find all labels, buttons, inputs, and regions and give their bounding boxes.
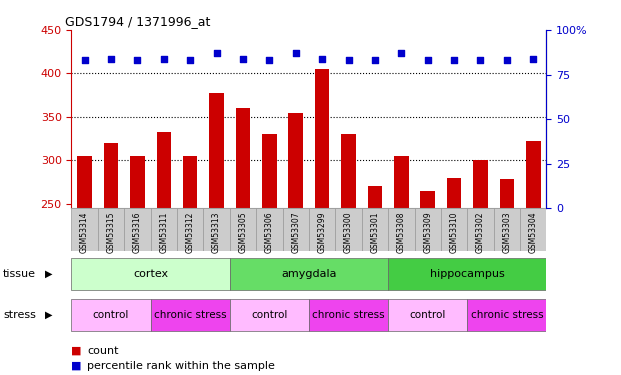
Bar	[71, 208, 98, 251]
Point	[132, 57, 142, 63]
Text: tissue: tissue	[3, 269, 36, 279]
Point	[291, 50, 301, 56]
Bar	[494, 208, 520, 251]
Text: stress: stress	[3, 310, 36, 320]
Bar	[104, 143, 118, 208]
Text: count: count	[87, 346, 119, 355]
Bar	[394, 156, 409, 208]
Text: chronic stress: chronic stress	[471, 310, 543, 320]
Point	[449, 57, 459, 63]
Bar	[526, 141, 540, 208]
Bar	[256, 208, 283, 251]
Bar	[315, 69, 329, 208]
Bar	[236, 108, 250, 208]
Bar	[283, 208, 309, 251]
Text: GSM53314: GSM53314	[80, 211, 89, 253]
Bar	[289, 112, 303, 208]
Text: GSM53315: GSM53315	[107, 211, 116, 253]
Text: GSM53310: GSM53310	[450, 211, 458, 253]
Bar	[388, 258, 546, 290]
Point	[476, 57, 486, 63]
Text: ▶: ▶	[45, 310, 52, 320]
Bar	[447, 178, 461, 208]
Text: GSM53300: GSM53300	[344, 211, 353, 253]
Bar	[183, 156, 197, 208]
Bar	[473, 160, 487, 208]
Text: percentile rank within the sample: percentile rank within the sample	[87, 361, 275, 370]
Bar	[230, 258, 388, 290]
Bar	[230, 299, 309, 331]
Bar	[335, 208, 361, 251]
Text: GDS1794 / 1371996_at: GDS1794 / 1371996_at	[65, 15, 211, 28]
Point	[79, 57, 89, 63]
Text: control: control	[93, 310, 129, 320]
Text: hippocampus: hippocampus	[430, 269, 505, 279]
Bar	[500, 180, 514, 208]
Text: chronic stress: chronic stress	[154, 310, 227, 320]
Bar	[262, 134, 276, 208]
Text: GSM53312: GSM53312	[186, 211, 194, 253]
Bar	[420, 191, 435, 208]
Bar	[468, 299, 546, 331]
Text: control: control	[409, 310, 446, 320]
Bar	[309, 208, 335, 251]
Point	[343, 57, 353, 63]
Point	[396, 50, 406, 56]
Point	[106, 56, 116, 62]
Bar	[388, 299, 468, 331]
Bar	[150, 208, 177, 251]
Text: ■: ■	[71, 346, 82, 355]
Text: GSM53299: GSM53299	[318, 211, 327, 253]
Bar	[388, 208, 415, 251]
Bar	[78, 156, 92, 208]
Point	[370, 57, 380, 63]
Bar	[520, 208, 546, 251]
Point	[265, 57, 274, 63]
Text: GSM53301: GSM53301	[371, 211, 379, 253]
Bar	[130, 156, 145, 208]
Text: ■: ■	[71, 361, 82, 370]
Text: GSM53313: GSM53313	[212, 211, 221, 253]
Bar	[204, 208, 230, 251]
Point	[502, 57, 512, 63]
Text: GSM53304: GSM53304	[529, 211, 538, 253]
Bar	[98, 208, 124, 251]
Bar	[441, 208, 467, 251]
Point	[528, 56, 538, 62]
Point	[238, 56, 248, 62]
Text: GSM53306: GSM53306	[265, 211, 274, 253]
Bar	[209, 93, 224, 208]
Text: control: control	[251, 310, 288, 320]
Text: GSM53302: GSM53302	[476, 211, 485, 253]
Text: cortex: cortex	[133, 269, 168, 279]
Bar	[124, 208, 151, 251]
Point	[317, 56, 327, 62]
Bar	[71, 299, 151, 331]
Text: GSM53307: GSM53307	[291, 211, 300, 253]
Text: ▶: ▶	[45, 269, 52, 279]
Bar	[361, 208, 388, 251]
Bar	[177, 208, 204, 251]
Text: GSM53308: GSM53308	[397, 211, 406, 253]
Text: chronic stress: chronic stress	[312, 310, 385, 320]
Bar	[71, 258, 230, 290]
Bar	[415, 208, 441, 251]
Text: GSM53305: GSM53305	[238, 211, 247, 253]
Point	[212, 50, 222, 56]
Text: amygdala: amygdala	[281, 269, 337, 279]
Point	[423, 57, 433, 63]
Point	[185, 57, 195, 63]
Point	[159, 56, 169, 62]
Text: GSM53316: GSM53316	[133, 211, 142, 253]
Bar	[368, 186, 382, 208]
Bar	[156, 132, 171, 208]
Text: GSM53309: GSM53309	[424, 211, 432, 253]
Bar	[230, 208, 256, 251]
Bar	[309, 299, 388, 331]
Text: GSM53311: GSM53311	[160, 211, 168, 253]
Bar	[150, 299, 230, 331]
Bar	[468, 208, 494, 251]
Bar	[342, 134, 356, 208]
Text: GSM53303: GSM53303	[502, 211, 511, 253]
